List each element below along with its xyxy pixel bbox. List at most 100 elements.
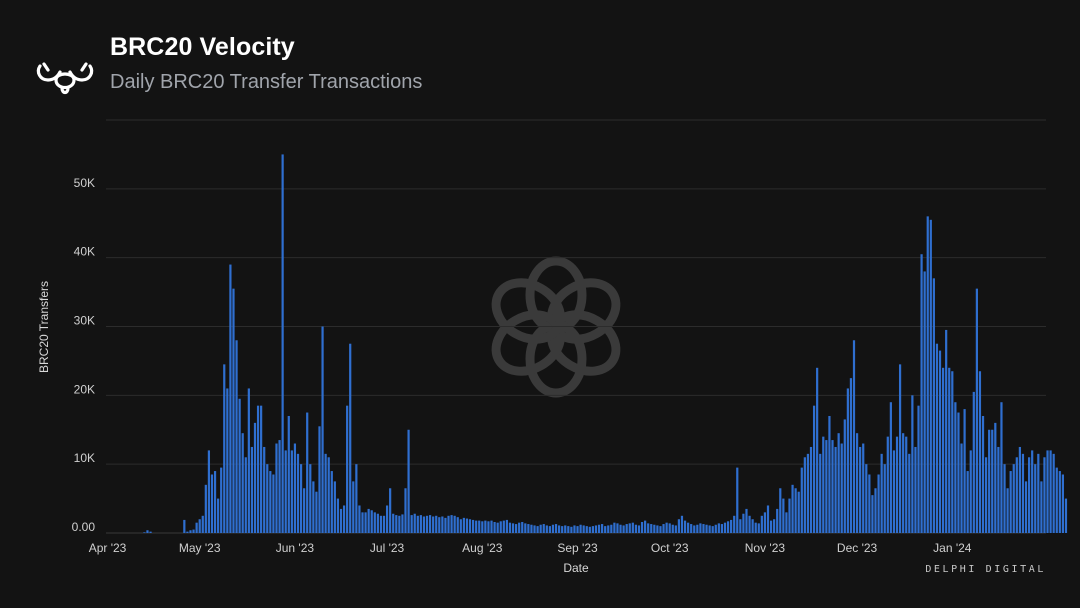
bar (665, 522, 668, 533)
bar (192, 529, 195, 533)
bar (892, 450, 896, 533)
bar (607, 525, 610, 533)
bar (720, 524, 724, 533)
watermark-petal (491, 278, 565, 344)
bar (668, 523, 671, 533)
bar (524, 523, 527, 533)
bar (398, 515, 401, 533)
bar (588, 526, 591, 533)
bar (220, 467, 223, 533)
bar (702, 524, 705, 533)
bar (217, 498, 220, 533)
bar (825, 440, 828, 533)
bar (963, 409, 966, 533)
bar (1006, 488, 1009, 533)
bar (773, 519, 776, 533)
bar (674, 525, 677, 533)
bar (914, 446, 917, 533)
y-tick-label: 20K (74, 382, 95, 396)
x-tick-label: Jul '23 (370, 541, 405, 555)
bar (567, 526, 570, 533)
bar (659, 526, 662, 533)
bar (284, 450, 287, 533)
bar (708, 525, 711, 533)
bar (1012, 464, 1015, 533)
bar (874, 488, 877, 533)
bar (376, 513, 379, 533)
bar (917, 405, 920, 533)
bar (711, 526, 714, 533)
bar (723, 522, 727, 533)
bar (604, 526, 607, 533)
bar (1024, 481, 1028, 534)
bar (1009, 471, 1012, 533)
bar (948, 367, 951, 533)
bar (493, 521, 496, 533)
bar (475, 520, 478, 533)
y-tick-label: 30K (74, 314, 95, 328)
bar (794, 488, 797, 533)
bar (269, 471, 272, 533)
bar (545, 525, 548, 533)
bar (336, 498, 340, 533)
x-tick-label: Jun '23 (276, 541, 315, 555)
bar (800, 467, 803, 533)
bar (367, 508, 370, 533)
bar (315, 491, 318, 533)
bar (561, 526, 564, 533)
bar (877, 474, 880, 533)
bar (622, 525, 625, 533)
bar (189, 530, 192, 533)
bar (991, 429, 994, 533)
bar (385, 505, 389, 533)
bar (822, 436, 825, 533)
bar (828, 415, 831, 533)
bar (355, 464, 358, 533)
y-tick-label: 10K (74, 451, 95, 465)
bar (978, 371, 982, 533)
bar (714, 524, 717, 533)
bar (272, 474, 275, 533)
bar (769, 520, 773, 533)
bar (972, 391, 975, 533)
bar (490, 520, 493, 533)
bar (733, 515, 736, 533)
bar (951, 371, 954, 533)
bar (591, 526, 594, 533)
bar (241, 433, 244, 533)
bar (763, 512, 767, 533)
bar (253, 422, 257, 533)
bar (226, 388, 229, 533)
bar (551, 524, 555, 533)
bar (379, 515, 383, 533)
bar (410, 515, 413, 533)
bar (923, 271, 926, 533)
bar (984, 457, 988, 533)
bar (296, 453, 300, 533)
bar (499, 521, 502, 533)
bar (751, 519, 754, 533)
bar (831, 440, 834, 533)
bar (425, 515, 429, 533)
bar (585, 526, 588, 533)
bar (855, 433, 859, 533)
bar (306, 412, 309, 533)
bar (484, 520, 487, 533)
bar (905, 436, 908, 533)
bar (1015, 457, 1018, 533)
bar (373, 512, 376, 533)
bar (730, 519, 733, 533)
bar (859, 446, 862, 533)
bar (290, 450, 293, 533)
bar (1043, 457, 1046, 533)
bar (736, 467, 739, 533)
bar (327, 457, 330, 533)
bar (213, 471, 217, 533)
bar (539, 524, 542, 533)
x-tick-label: Oct '23 (651, 541, 689, 555)
brand-wordmark: DELPHI DIGITAL (925, 564, 1046, 575)
bar (502, 520, 505, 533)
bar (487, 521, 490, 533)
bar (803, 457, 806, 533)
